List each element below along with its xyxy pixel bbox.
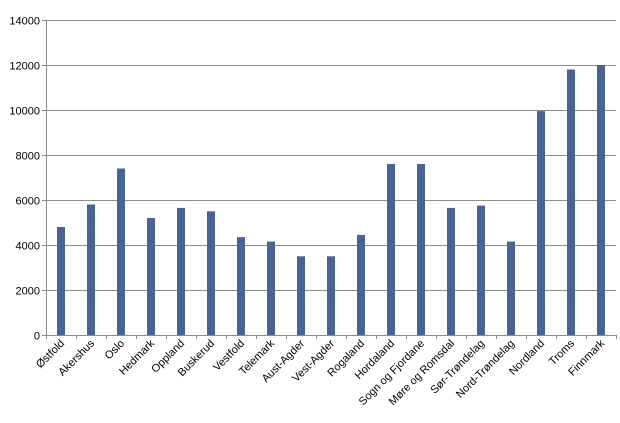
y-tick-label: 6000 [16, 196, 40, 208]
bar [207, 211, 215, 336]
bar [507, 241, 515, 335]
bar [447, 207, 455, 335]
bar [57, 227, 65, 335]
axes [42, 20, 617, 339]
y-tick-label: 10000 [9, 106, 40, 118]
y-tick-label: 4000 [16, 241, 40, 253]
y-tick-label: 12000 [9, 61, 40, 73]
gridlines [46, 20, 616, 291]
y-tick-label: 0 [34, 331, 40, 343]
bars [57, 65, 605, 336]
bar [177, 207, 185, 335]
y-axis-tick-labels: 0 2000 4000 6000 8000 10000 12000 14000 [9, 16, 40, 343]
bar [477, 205, 485, 335]
bar [237, 237, 245, 335]
bar [87, 204, 95, 335]
x-category-label: Oslo [103, 338, 127, 362]
bar [327, 256, 335, 336]
bar [537, 111, 545, 335]
bar [567, 69, 575, 335]
bar [357, 234, 365, 335]
bar [147, 218, 155, 335]
y-tick-label: 8000 [16, 151, 40, 163]
y-tick-label: 2000 [16, 286, 40, 298]
bar [417, 164, 425, 335]
bar [297, 256, 305, 336]
bar [267, 241, 275, 335]
bar [117, 168, 125, 335]
y-tick-label: 14000 [9, 16, 40, 28]
bar [387, 164, 395, 335]
bar [597, 65, 605, 335]
